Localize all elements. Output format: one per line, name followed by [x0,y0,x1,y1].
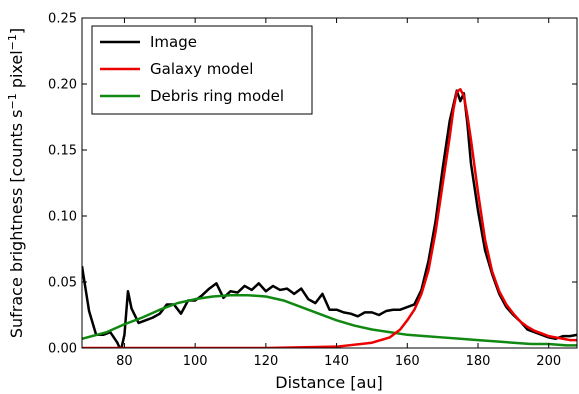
x-tick-label: 100 [183,354,208,369]
y-axis-ticks: 0.00 0.05 0.10 0.15 0.20 0.25 [48,12,577,357]
legend-label-debris-ring-model: Debris ring model [150,87,284,105]
series-line-debris-ring-model [82,293,577,347]
x-axis-label: Distance [au] [275,373,382,392]
y-tick-label: 0.10 [48,210,77,225]
series-line-galaxy-model [82,88,577,348]
x-tick-label: 120 [253,354,278,369]
y-tick-label: 0.25 [48,12,77,27]
y-tick-label: 0.15 [48,144,77,159]
y-tick-label: 0.00 [48,342,77,357]
plot-frame [81,17,578,349]
x-tick-label: 160 [395,354,420,369]
x-axis-ticks: 80 100 120 140 160 180 200 [116,18,561,369]
x-tick-label: 200 [536,354,561,369]
x-tick-label: 180 [466,354,491,369]
legend: Image Galaxy model Debris ring model [91,25,313,115]
legend-label-galaxy-model: Galaxy model [150,60,253,78]
x-tick-label: 140 [324,354,349,369]
y-axis-label: Sufrace brightness [counts s−1 pixel−1] [6,28,26,338]
legend-label-image: Image [150,33,197,51]
y-tick-label: 0.05 [48,276,77,291]
x-tick-label: 80 [116,354,133,369]
plot-series [82,88,577,348]
y-tick-label: 0.20 [48,78,77,93]
